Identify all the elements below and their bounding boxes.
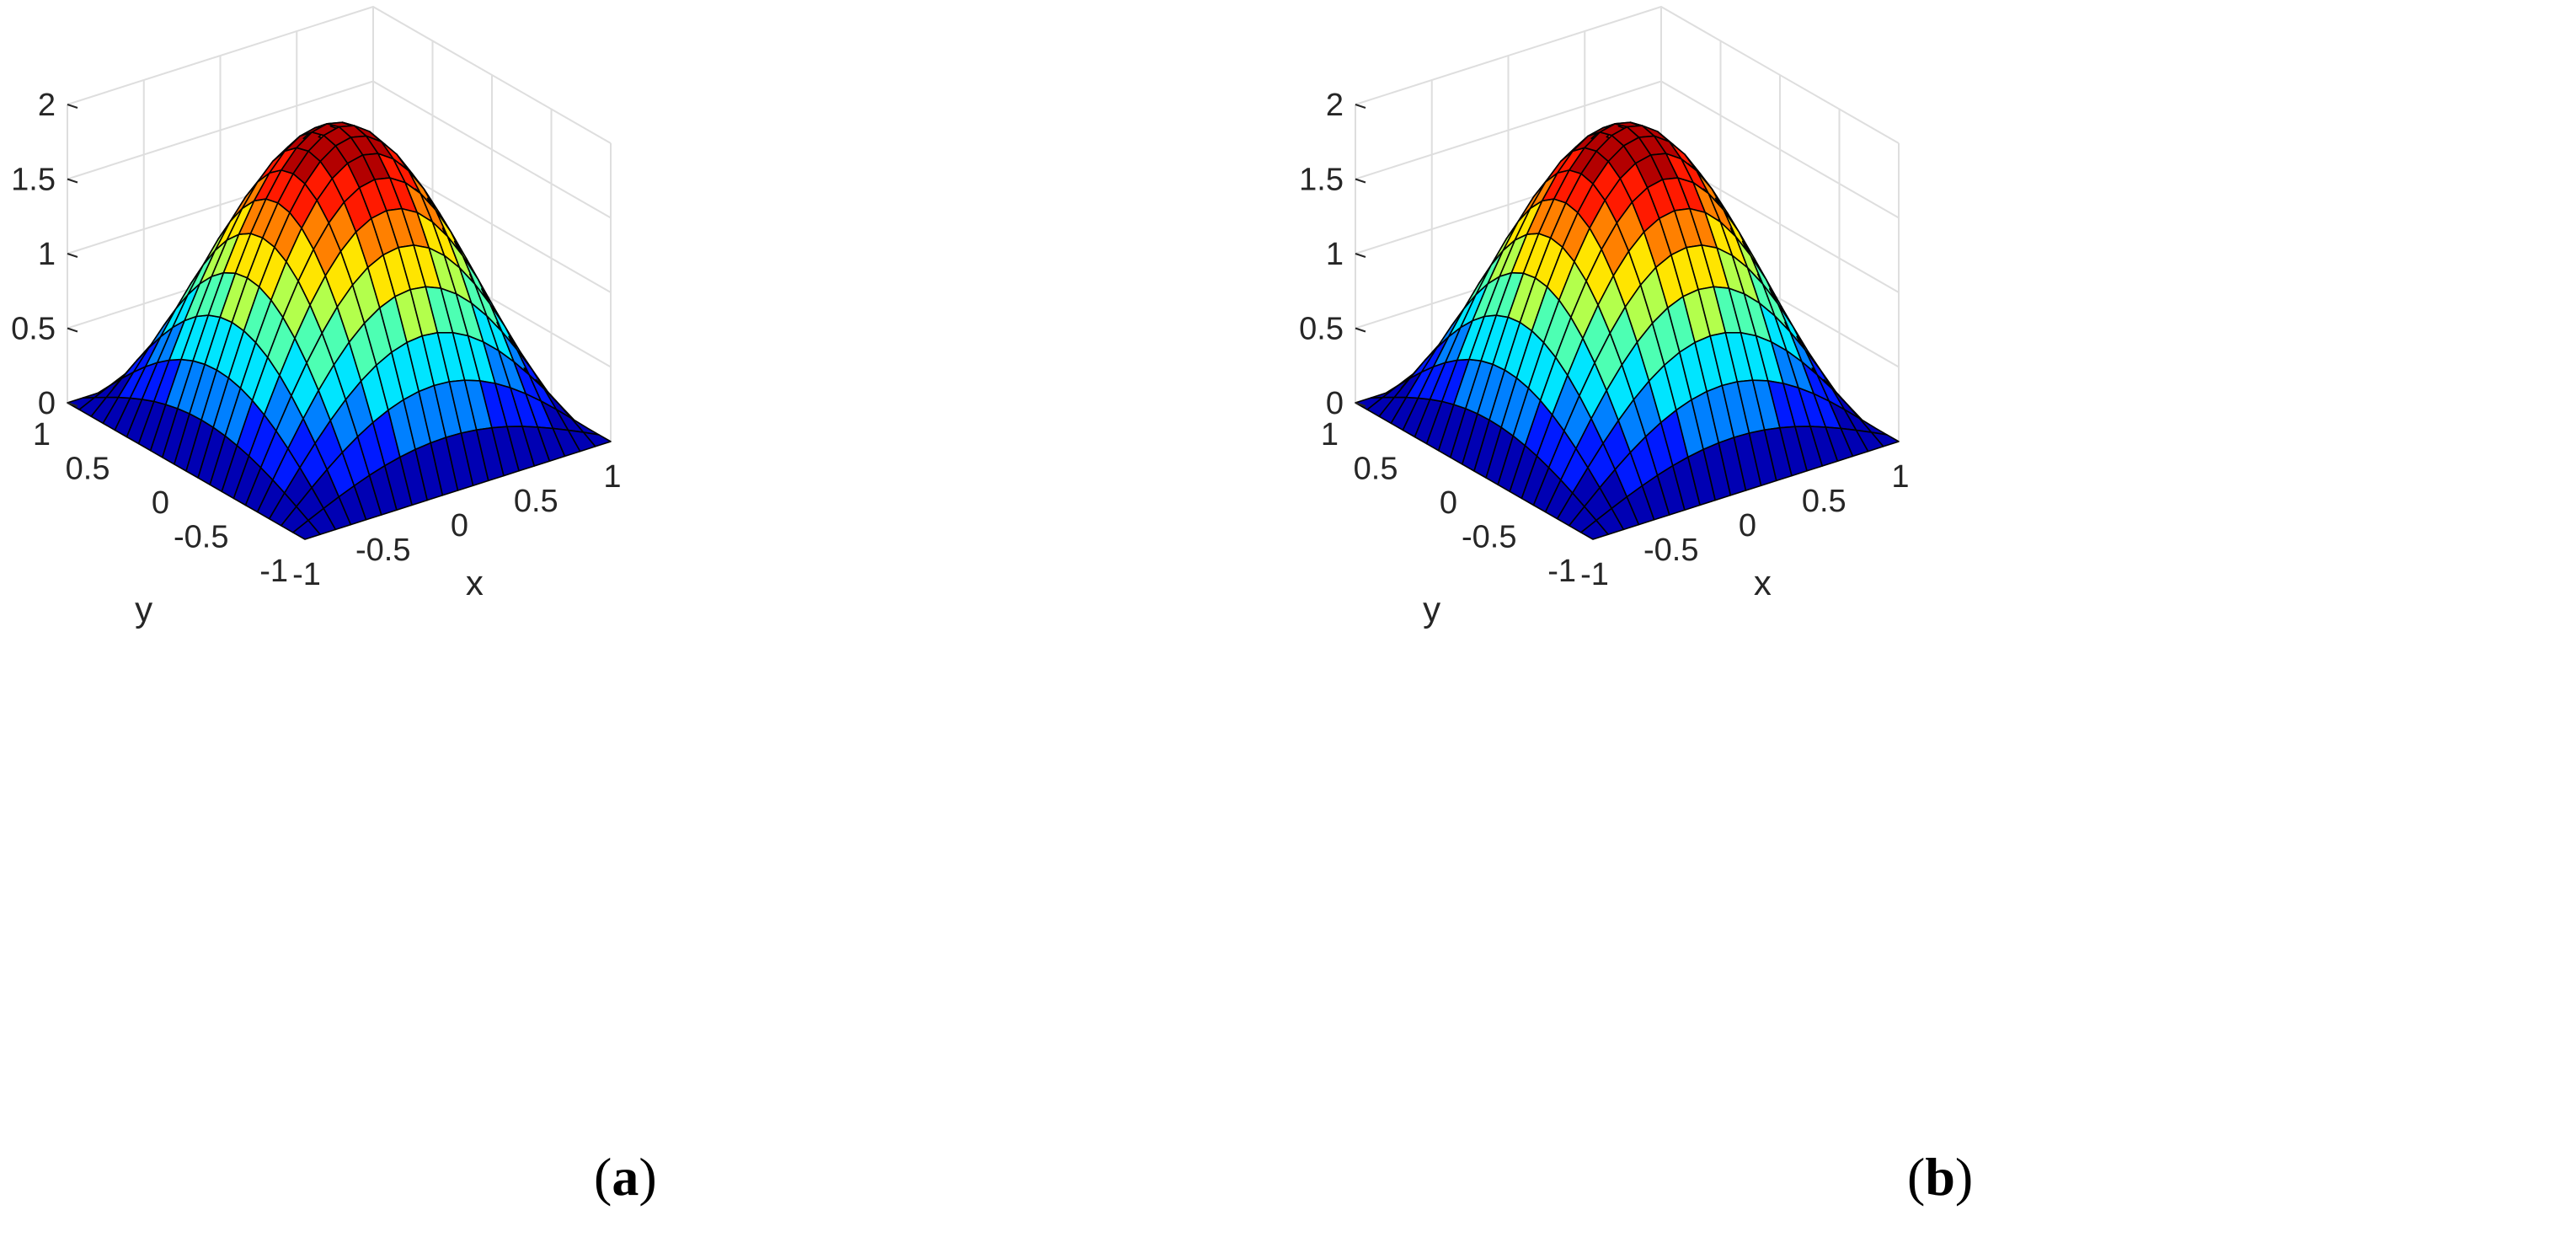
panel-b: 00.511.52-1-0.500.51-1-0.500.51u(x,y,1)y… [1288,0,2576,1237]
y-tick-label: 0 [1440,485,1457,521]
y-axis-label: y [1423,590,1440,629]
z-tick-label: 1 [1326,237,1344,272]
x-tick-label: 1 [1891,459,1909,495]
z-tick [1355,327,1366,333]
surface-plot-a: 00.511.52-1-0.500.51-1-0.500.51u(x,y,1)y… [11,5,622,629]
z-tick [67,104,78,109]
caption-a: (a) [594,1146,657,1208]
z-tick [67,178,78,184]
z-tick-label: 0.5 [1299,312,1344,347]
x-tick-label: 0.5 [514,484,558,519]
x-tick-label: 0.5 [1802,484,1846,519]
z-tick-label: 2 [38,88,56,123]
x-tick-label: 0 [451,508,468,544]
z-tick-label: 0.5 [11,312,56,347]
x-tick-label: -0.5 [355,533,410,568]
surface-plot-b: 00.511.52-1-0.500.51-1-0.500.51u(x,y,1)y… [1299,5,1910,629]
y-tick-label: 1 [33,417,51,452]
z-tick [1355,178,1366,184]
z-tick-label: 0 [1326,386,1344,421]
y-tick-label: 0.5 [1354,452,1398,487]
z-tick-label: 0 [38,386,56,421]
gridline [1355,80,1900,219]
z-tick [67,327,78,333]
surface-patch [1870,431,1900,447]
axes: 00.511.52-1-0.500.51-1-0.500.51u(x,y,1)y… [11,88,621,629]
z-tick [1355,104,1366,109]
z-tick-label: 1 [38,237,56,272]
x-tick-label: -0.5 [1643,533,1698,568]
y-tick-label: -1 [1547,554,1576,589]
surface-patch [582,431,612,447]
z-tick-label: 2 [1326,88,1344,123]
y-tick-label: -1 [259,554,288,589]
axes: 00.511.52-1-0.500.51-1-0.500.51u(x,y,1)y… [1299,88,1909,629]
caption-open: ( [594,1147,612,1207]
x-tick-label: 1 [603,459,621,495]
caption-close: ) [1954,1147,1974,1207]
z-tick-label: 1.5 [1299,163,1344,198]
surface [67,121,612,540]
gridline [67,5,612,144]
z-tick [67,253,78,258]
y-tick-label: 0 [152,485,169,521]
x-axis-label: x [1754,563,1772,602]
y-tick-label: 1 [1321,417,1339,452]
caption-label: b [1925,1147,1955,1207]
z-tick [1355,402,1366,407]
panel-a: 00.511.52-1-0.500.51-1-0.500.51u(x,y,1)y… [11,5,657,1208]
x-tick-label: -1 [1580,557,1609,592]
y-tick-label: 0.5 [66,452,110,487]
y-axis-label: y [135,590,152,629]
x-tick-label: 0 [1739,508,1756,544]
caption-label: a [612,1147,639,1207]
surface [1355,121,1900,540]
caption-close: ) [639,1147,657,1207]
gridline [1355,5,1900,144]
y-tick-label: -0.5 [1462,520,1516,555]
z-tick [1355,253,1366,258]
caption-open: ( [1907,1147,1926,1207]
gridline [67,80,612,219]
caption-b: (b) [1907,1146,1973,1208]
y-tick-label: -0.5 [174,520,228,555]
z-tick [67,402,78,407]
z-tick-label: 1.5 [11,163,56,198]
x-axis-label: x [466,563,484,602]
x-tick-label: -1 [292,557,321,592]
